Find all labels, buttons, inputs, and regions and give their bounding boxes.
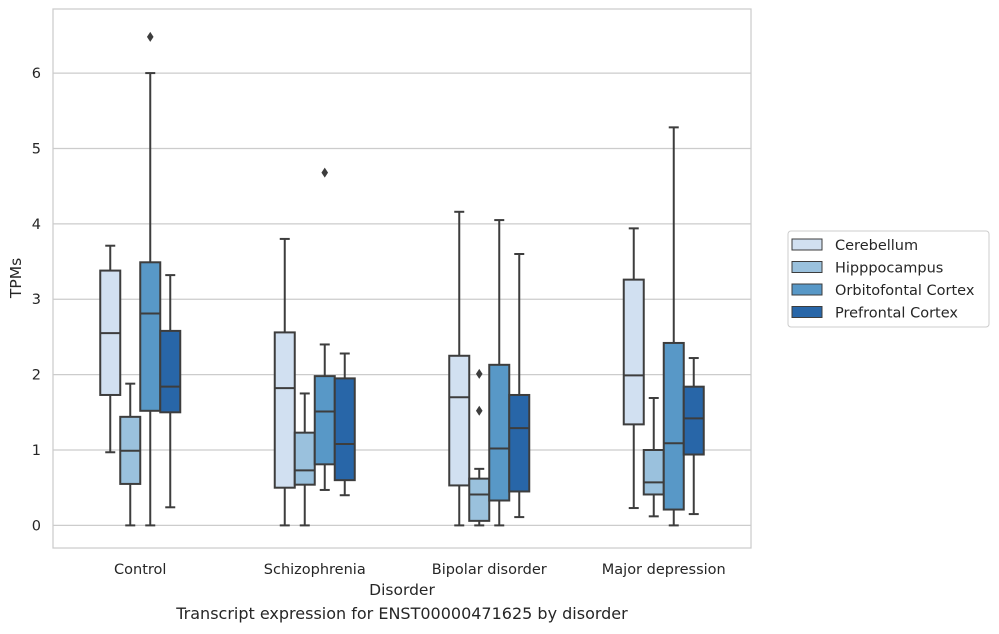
legend-swatch bbox=[791, 261, 823, 273]
outlier-point bbox=[321, 167, 329, 178]
x-axis-label: Disorder bbox=[369, 581, 435, 599]
box-iqr bbox=[642, 449, 665, 496]
legend-label: Orbitofontal Cortex bbox=[835, 283, 975, 299]
box-hipppocampus bbox=[293, 392, 316, 527]
box-iqr bbox=[313, 375, 336, 466]
box-hipppocampus bbox=[642, 396, 665, 518]
x-tick-label: Control bbox=[114, 562, 166, 578]
box-iqr bbox=[273, 331, 296, 489]
legend-label: Hipppocampus bbox=[835, 261, 943, 277]
y-tick-label: 5 bbox=[32, 141, 41, 157]
y-axis-label: TPMs bbox=[7, 258, 25, 299]
outlier-point bbox=[146, 31, 154, 42]
box-orbitofontal-cortex bbox=[488, 219, 511, 527]
y-tick-label: 3 bbox=[32, 292, 41, 308]
legend: Cerebellum Hipppocampus Orbitofontal Corte… bbox=[787, 230, 990, 328]
y-tick-label: 2 bbox=[32, 368, 41, 384]
box-cerebellum bbox=[99, 244, 122, 454]
box-prefrontal-cortex bbox=[159, 274, 182, 509]
box-iqr bbox=[333, 377, 356, 482]
box-iqr bbox=[293, 431, 316, 486]
box-iqr bbox=[622, 278, 645, 426]
y-tick-label: 0 bbox=[32, 518, 41, 534]
box-hipppocampus bbox=[468, 368, 491, 527]
boxes bbox=[99, 31, 705, 527]
box-prefrontal-cortex bbox=[508, 253, 531, 519]
box-cerebellum bbox=[622, 227, 645, 510]
x-tick-label: Bipolar disorder bbox=[432, 562, 547, 578]
outlier-point bbox=[475, 405, 483, 416]
chart-caption: Transcript expression for ENST0000047162… bbox=[176, 604, 628, 623]
tick-labels: 0 1 2 3 4 5 6 Control Schizophrenia Bipolar disor… bbox=[32, 66, 726, 578]
box-iqr bbox=[682, 385, 705, 456]
box-cerebellum bbox=[273, 237, 296, 527]
legend-frame bbox=[787, 230, 990, 328]
legend-label: Prefrontal Cortex bbox=[835, 306, 958, 322]
box-iqr bbox=[468, 477, 491, 522]
x-tick-label: Major depression bbox=[602, 562, 726, 578]
y-tick-label: 6 bbox=[32, 66, 41, 82]
box-iqr bbox=[139, 261, 162, 412]
x-tick-label: Schizophrenia bbox=[264, 562, 366, 578]
box-prefrontal-cortex bbox=[333, 352, 356, 497]
box-cerebellum bbox=[448, 210, 471, 527]
box-prefrontal-cortex bbox=[682, 357, 705, 516]
box-iqr bbox=[159, 329, 182, 414]
box-orbitofontal-cortex bbox=[662, 126, 685, 527]
box-orbitofontal-cortex bbox=[313, 167, 336, 491]
outlier-point bbox=[475, 368, 483, 379]
legend-label: Cerebellum bbox=[835, 238, 918, 254]
box-iqr bbox=[662, 341, 685, 511]
y-tick-label: 4 bbox=[32, 217, 41, 233]
box-iqr bbox=[448, 354, 471, 487]
plot-frame bbox=[52, 8, 752, 549]
box-iqr bbox=[508, 393, 531, 493]
legend-swatch bbox=[791, 238, 823, 251]
legend-swatch bbox=[791, 306, 823, 318]
box-orbitofontal-cortex bbox=[139, 31, 162, 527]
box-iqr bbox=[488, 363, 511, 502]
box-hipppocampus bbox=[119, 382, 142, 527]
y-tick-label: 1 bbox=[32, 443, 41, 459]
legend-swatch bbox=[791, 283, 823, 296]
